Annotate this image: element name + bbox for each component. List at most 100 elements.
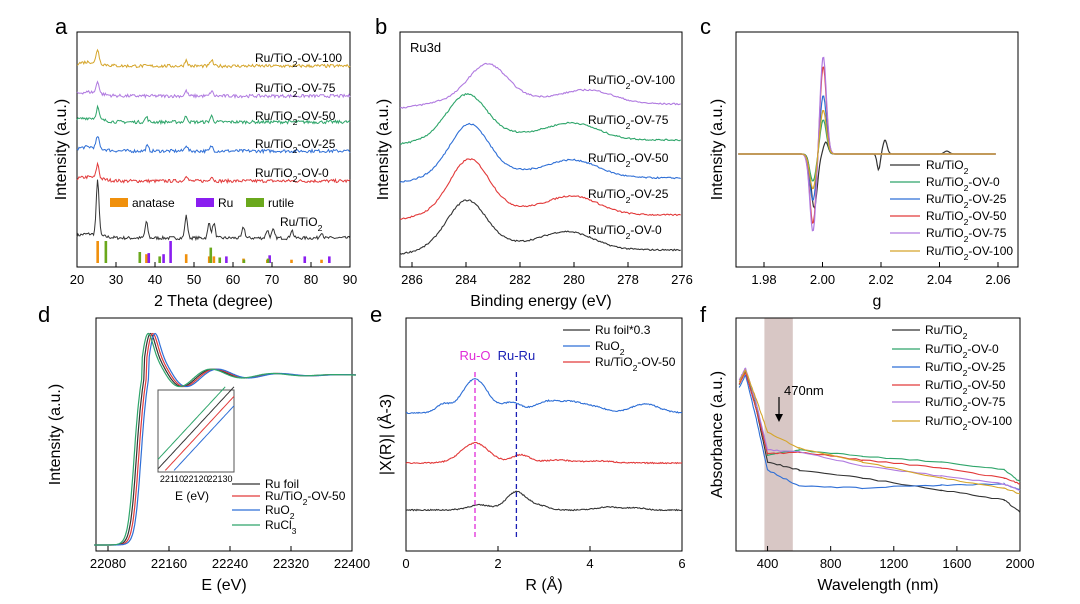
annotation-arrowhead [775, 414, 783, 422]
panel-d-xlabel: E (eV) [201, 577, 246, 594]
inset-line [157, 386, 235, 470]
xrd-series-label: Ru/TiO2-OV-25 [255, 137, 336, 155]
x-tick-label: 280 [563, 272, 585, 287]
panel-e: 0 2 4 6 R (Å) |X(R)| (Å-3) Ru-O Ru-Ru Ru foil*0.… [376, 317, 686, 594]
panel-b-annotation: Ru3d [410, 40, 441, 55]
x-tick-label: 2.04 [927, 272, 952, 287]
x-tick-label: 90 [343, 272, 357, 287]
xanes-legend-label: RuCl3 [265, 518, 297, 536]
inset-line [157, 386, 226, 460]
inset-tick-label: 22120 [183, 474, 208, 484]
epr-legend-label: Ru/TiO2-OV-25 [926, 192, 1007, 210]
xanes-line [94, 332, 356, 546]
legend-label-anatase: anatase [132, 196, 175, 210]
panel-c-xlabel: g [873, 293, 882, 310]
x-tick-label: 276 [671, 272, 693, 287]
xps-series-label: Ru/TiO2-OV-75 [588, 113, 669, 131]
x-tick-label: 6 [678, 556, 685, 571]
epr-legend-label: Ru/TiO2-OV-0 [926, 175, 1000, 193]
panel-label-a: a [55, 14, 68, 39]
x-tick-label: 22400 [334, 556, 370, 571]
exafs-legend-label: Ru/TiO2-OV-50 [595, 355, 676, 373]
ref-stick-Ru [147, 253, 151, 263]
ref-stick-Ru [328, 256, 331, 263]
x-tick-label: 40 [148, 272, 162, 287]
x-tick-label: 22080 [90, 556, 126, 571]
xrd-line [76, 136, 351, 155]
x-tick-label: 800 [820, 556, 842, 571]
highlight-band [764, 318, 793, 551]
xrd-series-label: Ru/TiO2 [280, 215, 323, 233]
xanes-legend-label: Ru foil [265, 477, 299, 491]
ref-stick-anatase [145, 254, 148, 263]
xps-line [399, 62, 681, 109]
panel-e-xlabel: R (Å) [525, 575, 562, 594]
ref-stick-rutile [209, 247, 213, 263]
xrd-line [76, 80, 351, 100]
ref-stick-rutile [138, 252, 142, 263]
uvvis-legend-label: Ru/TiO2-OV-100 [925, 414, 1012, 432]
uvvis-legend-label: Ru/TiO2 [925, 323, 968, 341]
x-tick-label: 284 [455, 272, 477, 287]
x-tick-label: 22320 [273, 556, 309, 571]
uvvis-line [738, 374, 1021, 491]
uvvis-legend-label: Ru/TiO2-OV-25 [925, 360, 1006, 378]
ref-stick-anatase [320, 259, 323, 263]
panel-c-frame [735, 31, 1019, 268]
exafs-line [405, 441, 683, 465]
inset-frame [157, 389, 235, 473]
uvvis-legend-label: Ru/TiO2-OV-75 [925, 395, 1006, 413]
xrd-series-label: Ru/TiO2-OV-0 [255, 166, 329, 184]
x-tick-label: 1.98 [751, 272, 776, 287]
ref-stick-anatase [207, 256, 211, 263]
x-tick-label: 20 [70, 272, 84, 287]
panel-f-xlabel: Wavelength (nm) [817, 577, 938, 594]
marker-label: Ru-Ru [498, 348, 536, 363]
xrd-line [76, 104, 351, 126]
inset-xlabel: E (eV) [175, 489, 209, 503]
x-tick-label: 2.02 [868, 272, 893, 287]
panel-c-ylabel: Intensity (a.u.) [709, 99, 726, 200]
x-tick-label: 0 [402, 556, 409, 571]
x-tick-label: 2 [494, 556, 501, 571]
ref-stick-anatase [212, 256, 216, 263]
uvvis-line [738, 369, 1021, 482]
panel-a-ylabel: Intensity (a.u.) [53, 99, 70, 200]
panel-a-xlabel: 2 Theta (degree) [154, 293, 273, 310]
ref-stick-anatase [184, 254, 188, 263]
uvvis-line [738, 369, 1021, 495]
ref-stick-Ru [162, 254, 165, 263]
x-tick-label: 400 [757, 556, 779, 571]
panel-e-ylabel: |X(R)| (Å-3) [376, 394, 395, 475]
x-tick-label: 4 [586, 556, 593, 571]
panel-b-frame [399, 31, 683, 268]
x-tick-label: 70 [265, 272, 279, 287]
panel-label-e: e [370, 302, 382, 327]
ref-stick-anatase [290, 259, 293, 263]
ref-stick-rutile [242, 259, 246, 263]
ref-stick-rutile [104, 241, 108, 263]
epr-legend-label: Ru/TiO2-OV-75 [926, 226, 1007, 244]
ref-stick-Ru [303, 256, 307, 263]
ref-stick-rutile [266, 258, 270, 263]
legend-label-Ru: Ru [218, 196, 233, 210]
x-tick-label: 282 [509, 272, 531, 287]
ref-stick-rutile [218, 257, 222, 263]
panel-f-frame [735, 317, 1021, 552]
exafs-line [405, 377, 683, 415]
panel-c: 1.98 2.00 2.02 2.04 2.06 g Intensity (a.u.) Ru/… [709, 31, 1019, 310]
xps-series-label: Ru/TiO2-OV-25 [588, 187, 669, 205]
xrd-series-label: Ru/TiO2-OV-50 [255, 109, 336, 127]
panel-b-xlabel: Binding energy (eV) [470, 293, 611, 310]
xrd-series-label: Ru/TiO2-OV-75 [255, 81, 336, 99]
xps-series-label: Ru/TiO2-OV-100 [588, 73, 675, 91]
inset-line [173, 405, 235, 471]
panel-d: 22080 22160 22240 22320 22400 E (eV) Intensity… [47, 317, 370, 594]
exafs-legend-label: RuO2 [595, 339, 625, 357]
legend-swatch-anatase [110, 198, 128, 207]
panel-f: 400 800 1200 1600 2000 Wavelength (nm) Absorba… [709, 317, 1034, 594]
xanes-legend-label: Ru/TiO2-OV-50 [265, 489, 346, 507]
x-tick-label: 1200 [879, 556, 908, 571]
legend-label-rutile: rutile [268, 196, 294, 210]
ref-stick-anatase [96, 241, 99, 263]
